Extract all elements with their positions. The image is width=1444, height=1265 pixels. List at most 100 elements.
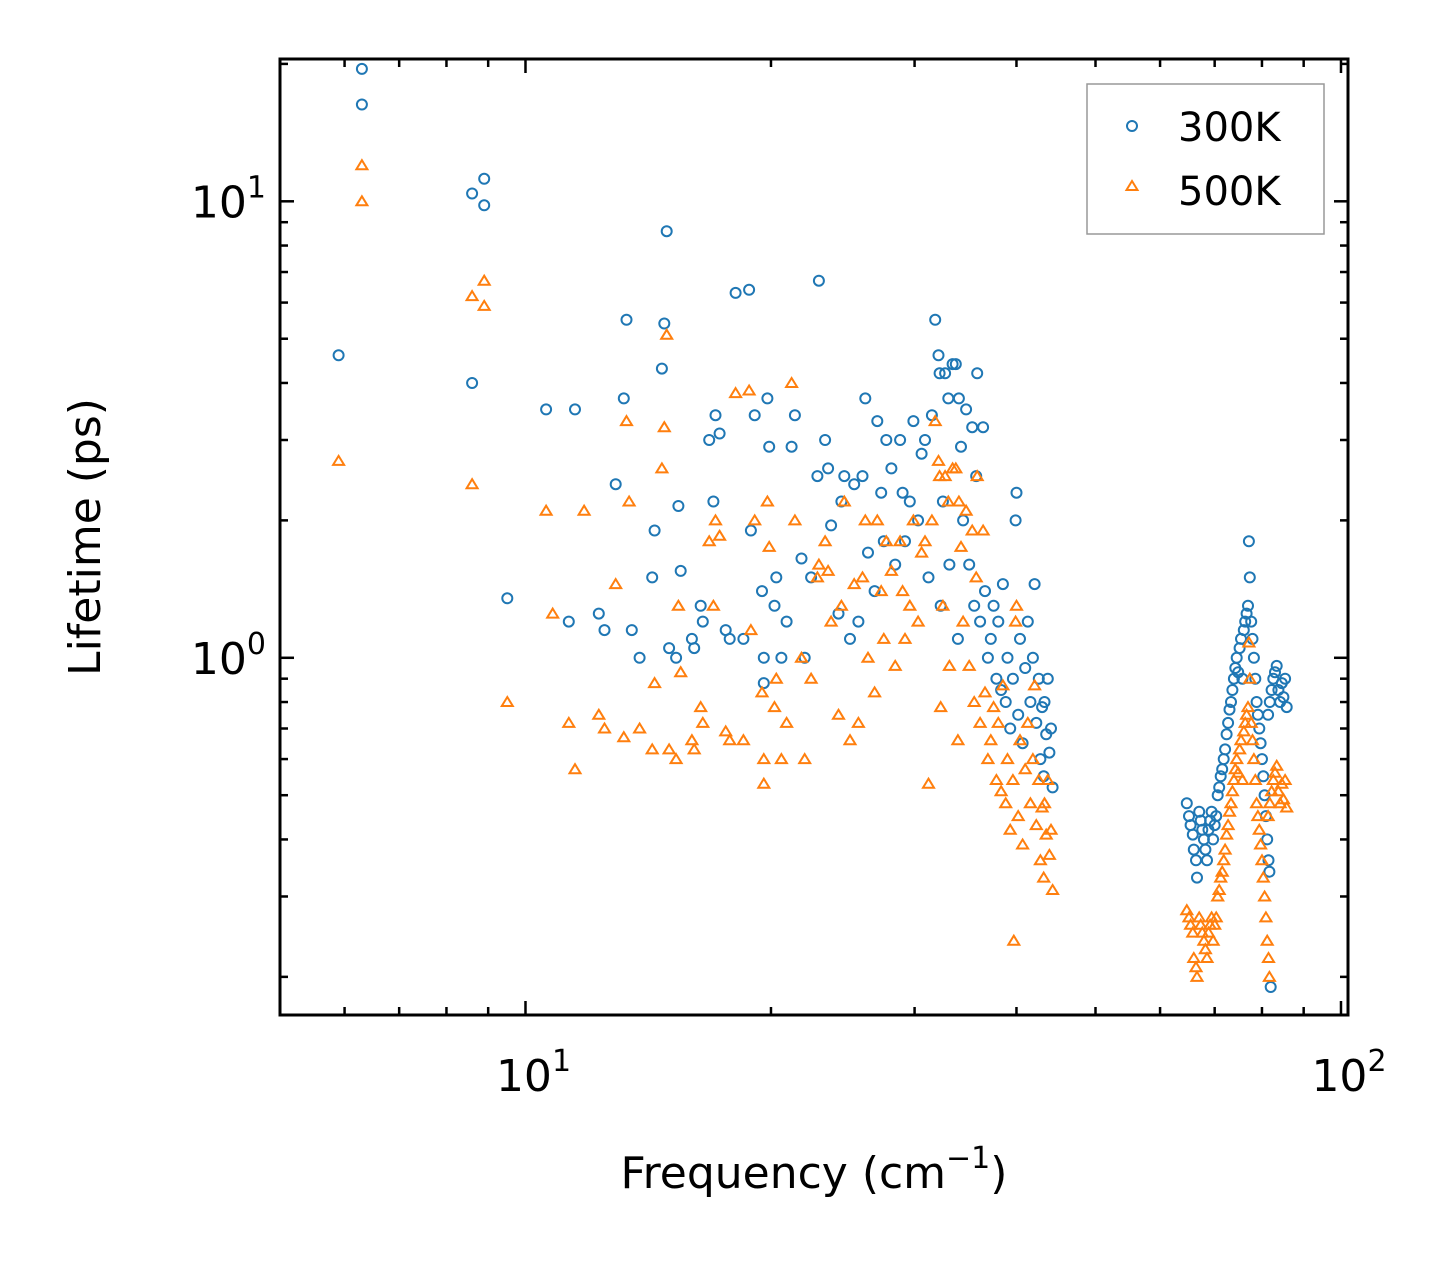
point-300k-169 xyxy=(1223,703,1236,716)
point-300k-160 xyxy=(1210,810,1223,823)
point-300k-211 xyxy=(1279,672,1292,685)
point-500k-58 xyxy=(810,570,825,583)
point-500k-92 xyxy=(933,700,948,713)
point-300k-78 xyxy=(896,486,909,499)
point-500k-139 xyxy=(1037,796,1052,809)
point-500k-30 xyxy=(686,742,702,755)
point-300k-200 xyxy=(1264,981,1277,993)
point-500k-51 xyxy=(774,752,789,765)
point-300k-164 xyxy=(1216,763,1229,776)
point-500k-106 xyxy=(966,695,982,707)
point-500k-40 xyxy=(736,733,751,746)
point-500k-141 xyxy=(1040,773,1056,785)
point-500k-182 xyxy=(1236,724,1252,737)
point-500k-66 xyxy=(842,733,858,746)
point-500k-204 xyxy=(1262,796,1278,809)
legend-marker-300k xyxy=(1126,120,1138,132)
point-500k-43 xyxy=(747,513,762,526)
point-500k-36 xyxy=(712,528,727,541)
point-300k-8 xyxy=(540,403,553,416)
point-500k-108 xyxy=(969,469,985,482)
point-500k-206 xyxy=(1266,773,1281,785)
point-500k-147 xyxy=(1183,917,1198,930)
point-500k-121 xyxy=(1002,822,1018,835)
point-300k-93 xyxy=(942,392,955,405)
point-300k-108 xyxy=(977,421,990,434)
point-500k-152 xyxy=(1191,910,1207,923)
point-300k-31 xyxy=(703,434,716,446)
point-500k-156 xyxy=(1198,942,1213,955)
point-300k-76 xyxy=(889,558,902,571)
point-500k-28 xyxy=(673,665,688,678)
point-500k-79 xyxy=(892,534,908,547)
point-500k-148 xyxy=(1185,925,1201,938)
point-300k-139 xyxy=(1043,746,1056,759)
point-300k-185 xyxy=(1245,615,1258,628)
point-500k-166 xyxy=(1213,870,1228,883)
point-500k-29 xyxy=(684,733,700,746)
point-500k-2 xyxy=(354,194,370,207)
point-300k-168 xyxy=(1222,716,1235,729)
point-300k-187 xyxy=(1247,651,1260,664)
point-500k-192 xyxy=(1249,796,1264,809)
point-500k-164 xyxy=(1210,889,1225,902)
point-300k-170 xyxy=(1225,696,1237,708)
point-500k-83 xyxy=(906,513,921,526)
point-300k-69 xyxy=(862,546,874,559)
point-300k-13 xyxy=(609,478,622,491)
point-500k-33 xyxy=(701,534,717,547)
point-500k-205 xyxy=(1264,784,1279,797)
point-300k-72 xyxy=(875,486,888,499)
point-500k-179 xyxy=(1232,742,1247,755)
point-300k-116 xyxy=(996,578,1009,591)
point-500k-38 xyxy=(722,733,737,746)
point-300k-121 xyxy=(1009,514,1022,527)
point-300k-113 xyxy=(990,672,1003,685)
point-500k-96 xyxy=(942,658,957,671)
point-500k-89 xyxy=(927,414,943,427)
point-300k-201 xyxy=(1262,708,1275,721)
point-500k-149 xyxy=(1186,951,1202,963)
point-500k-16 xyxy=(616,730,632,743)
point-300k-129 xyxy=(1026,651,1039,664)
point-500k-109 xyxy=(972,715,988,728)
point-300k-41 xyxy=(748,409,761,422)
point-500k-138 xyxy=(1036,870,1051,883)
point-500k-10 xyxy=(561,715,577,728)
point-500k-64 xyxy=(834,598,849,611)
point-500k-90 xyxy=(931,453,946,466)
point-300k-59 xyxy=(822,462,835,475)
point-500k-114 xyxy=(986,700,1001,713)
point-500k-41 xyxy=(741,383,757,396)
point-500k-173 xyxy=(1223,796,1239,809)
point-500k-55 xyxy=(794,650,809,663)
point-300k-153 xyxy=(1199,843,1212,856)
point-500k-69 xyxy=(855,570,870,583)
point-500k-143 xyxy=(1043,822,1059,835)
point-500k-157 xyxy=(1199,951,1215,963)
point-500k-196 xyxy=(1254,853,1270,866)
point-500k-65 xyxy=(837,494,852,507)
point-300k-99 xyxy=(955,440,967,453)
point-500k-80 xyxy=(895,584,910,597)
point-500k-100 xyxy=(951,494,967,507)
point-500k-123 xyxy=(1006,933,1022,946)
point-500k-50 xyxy=(769,671,784,684)
point-500k-169 xyxy=(1217,842,1233,855)
data-points xyxy=(331,62,1294,993)
y-tick-label-1: 101 xyxy=(191,170,266,228)
point-500k-15 xyxy=(608,577,623,590)
point-300k-26 xyxy=(674,564,687,577)
point-500k-42 xyxy=(743,623,759,636)
point-300k-77 xyxy=(894,434,907,446)
point-300k-203 xyxy=(1265,684,1278,696)
point-300k-46 xyxy=(763,440,776,453)
point-500k-124 xyxy=(1008,614,1023,627)
point-500k-101 xyxy=(953,539,969,552)
point-500k-84 xyxy=(910,614,926,627)
point-300k-119 xyxy=(1004,722,1017,735)
point-300k-180 xyxy=(1239,615,1252,628)
point-500k-155 xyxy=(1196,933,1212,946)
point-300k-154 xyxy=(1201,854,1213,867)
point-500k-189 xyxy=(1245,733,1260,746)
